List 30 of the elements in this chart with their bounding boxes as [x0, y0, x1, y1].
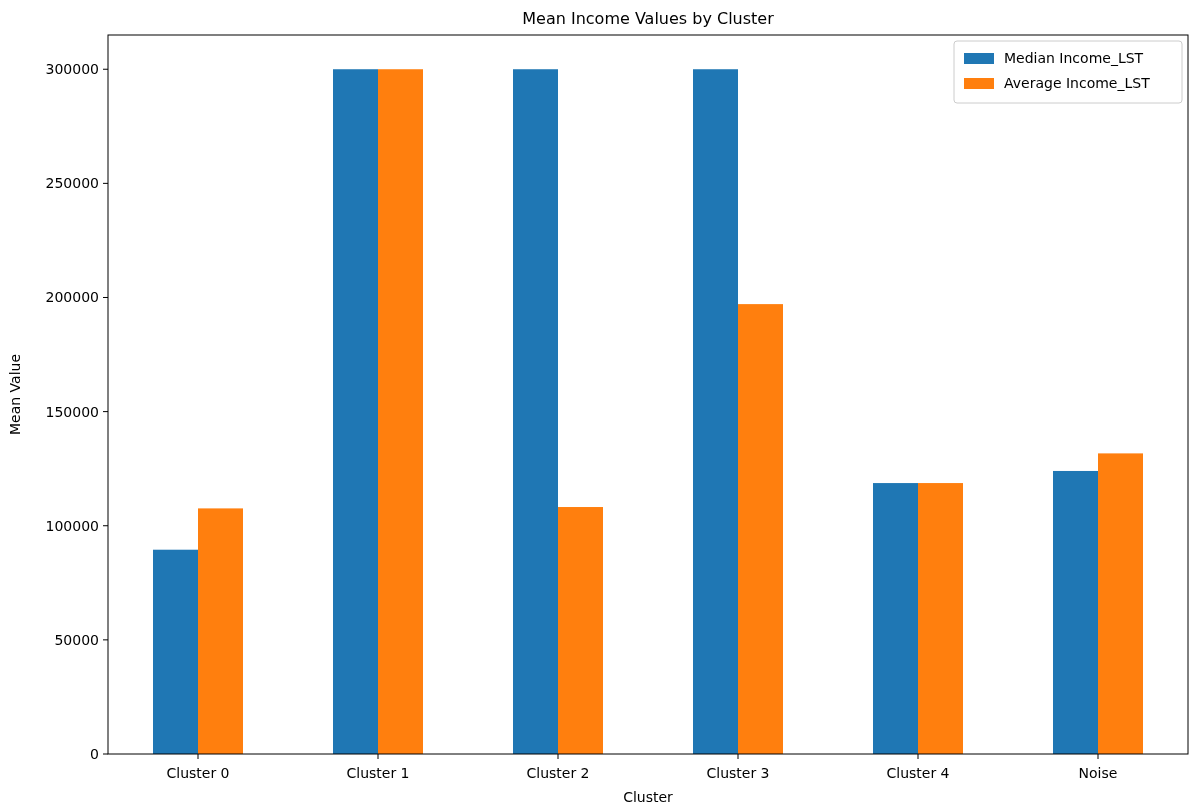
y-axis-title: Mean Value — [7, 353, 23, 436]
bar — [1053, 470, 1098, 754]
y-tick-label: 200000 — [45, 289, 99, 306]
x-tick-label: Cluster 1 — [346, 765, 410, 781]
x-tick-label: Cluster 4 — [886, 765, 950, 781]
x-tick-label: Cluster 3 — [706, 765, 770, 781]
bar — [513, 69, 558, 754]
bar — [378, 69, 423, 754]
y-tick-label: 0 — [90, 745, 99, 762]
y-tick-label: 100000 — [45, 517, 99, 534]
bar — [873, 483, 918, 754]
y-tick-label: 50000 — [54, 631, 99, 648]
bar — [693, 69, 738, 754]
chart-title: Mean Income Values by Cluster — [522, 9, 775, 28]
y-tick-label: 250000 — [45, 175, 99, 192]
bar — [198, 508, 243, 754]
bar — [1098, 453, 1143, 754]
bar — [738, 304, 783, 754]
legend-label: Median Income_LST — [1004, 50, 1144, 66]
y-tick-label: 300000 — [45, 61, 99, 78]
x-tick-label: Cluster 0 — [166, 765, 230, 781]
bar — [558, 507, 603, 754]
x-tick-label: Cluster 2 — [526, 765, 590, 781]
bar — [333, 69, 378, 754]
x-axis-title: Cluster — [623, 789, 674, 805]
legend-label: Average Income_LST — [1004, 75, 1151, 91]
y-tick-label: 150000 — [45, 403, 99, 420]
bar — [918, 483, 963, 754]
bar — [153, 549, 198, 754]
x-tick-label: Noise — [1078, 765, 1118, 781]
